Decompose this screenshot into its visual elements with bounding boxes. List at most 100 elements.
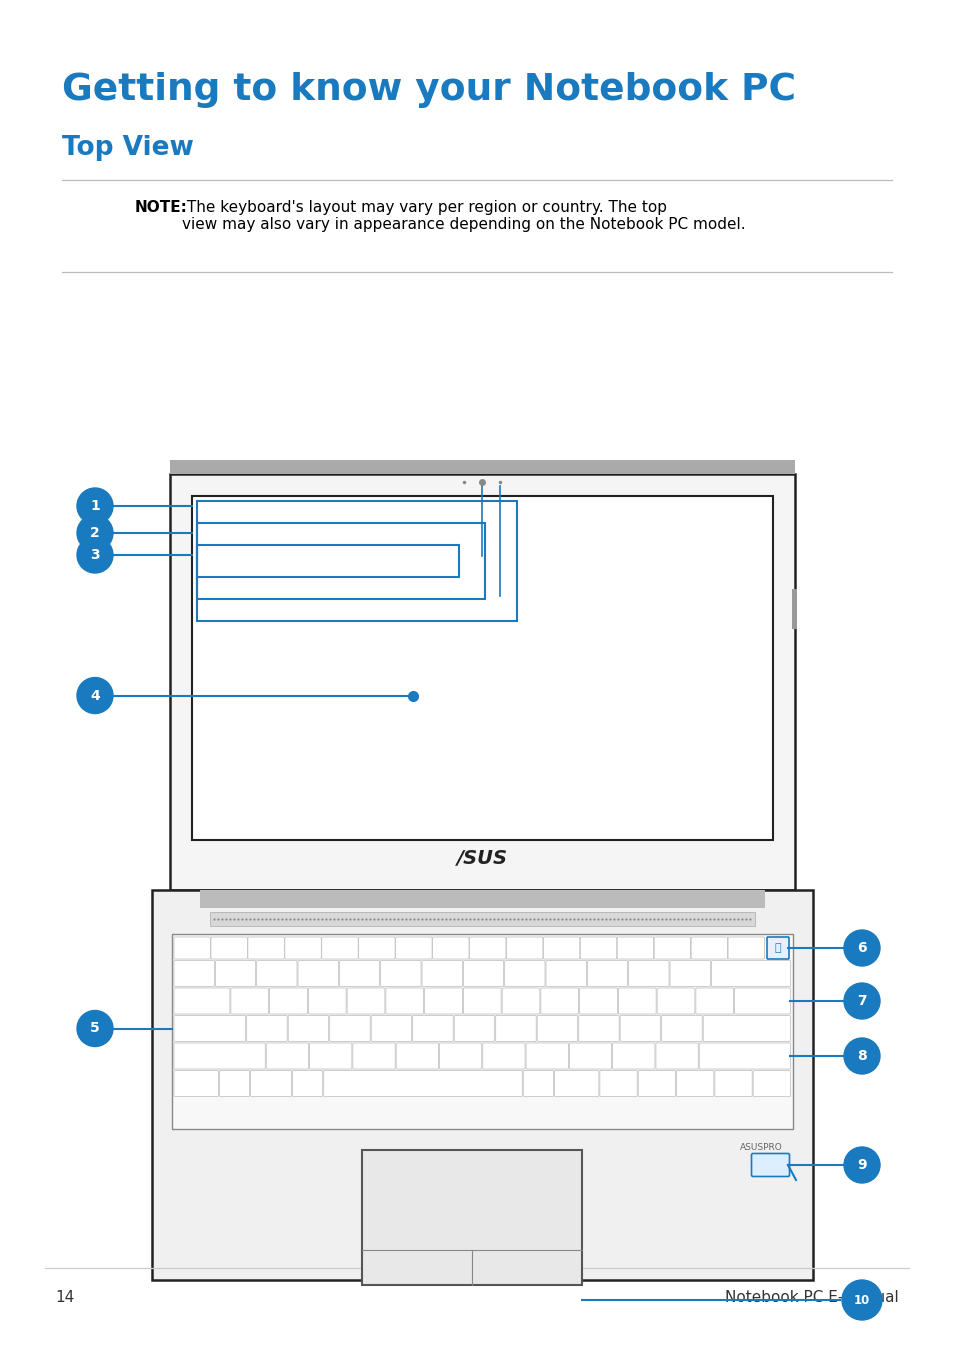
FancyBboxPatch shape — [424, 989, 462, 1014]
Text: Top View: Top View — [62, 134, 193, 161]
FancyBboxPatch shape — [432, 937, 469, 959]
FancyBboxPatch shape — [661, 1015, 701, 1041]
FancyBboxPatch shape — [454, 1015, 495, 1041]
FancyBboxPatch shape — [173, 1071, 218, 1096]
FancyBboxPatch shape — [463, 989, 500, 1014]
Circle shape — [77, 488, 112, 525]
FancyBboxPatch shape — [714, 1071, 751, 1096]
FancyBboxPatch shape — [638, 1071, 675, 1096]
FancyBboxPatch shape — [358, 937, 395, 959]
Circle shape — [843, 929, 879, 966]
FancyBboxPatch shape — [170, 473, 794, 890]
FancyBboxPatch shape — [618, 989, 656, 1014]
Text: 8: 8 — [856, 1049, 866, 1063]
Text: 4: 4 — [90, 689, 100, 702]
Text: NOTE:: NOTE: — [135, 200, 188, 215]
FancyBboxPatch shape — [537, 1015, 578, 1041]
FancyBboxPatch shape — [695, 989, 733, 1014]
Bar — [192, 496, 772, 841]
FancyBboxPatch shape — [395, 1042, 438, 1069]
FancyBboxPatch shape — [248, 937, 284, 959]
FancyBboxPatch shape — [211, 937, 247, 959]
FancyBboxPatch shape — [504, 960, 544, 986]
FancyBboxPatch shape — [699, 1042, 790, 1069]
FancyBboxPatch shape — [170, 460, 794, 473]
Text: The keyboard's layout may vary per region or country. The top
view may also vary: The keyboard's layout may vary per regio… — [182, 200, 745, 233]
FancyBboxPatch shape — [309, 1042, 352, 1069]
Text: 6: 6 — [857, 941, 866, 955]
Circle shape — [77, 537, 112, 573]
FancyBboxPatch shape — [506, 937, 542, 959]
FancyBboxPatch shape — [288, 1015, 329, 1041]
FancyBboxPatch shape — [285, 937, 321, 959]
FancyBboxPatch shape — [543, 937, 579, 959]
Text: Getting to know your Notebook PC: Getting to know your Notebook PC — [62, 73, 795, 108]
FancyBboxPatch shape — [463, 960, 503, 986]
FancyBboxPatch shape — [173, 960, 214, 986]
FancyBboxPatch shape — [657, 989, 694, 1014]
FancyBboxPatch shape — [323, 1071, 521, 1096]
Text: ∕SUS: ∕SUS — [456, 849, 507, 868]
FancyBboxPatch shape — [669, 960, 710, 986]
FancyBboxPatch shape — [612, 1042, 655, 1069]
FancyBboxPatch shape — [231, 989, 269, 1014]
Text: 2: 2 — [90, 526, 100, 539]
FancyBboxPatch shape — [579, 937, 616, 959]
FancyBboxPatch shape — [676, 1071, 713, 1096]
FancyBboxPatch shape — [496, 1015, 536, 1041]
FancyBboxPatch shape — [579, 989, 617, 1014]
FancyBboxPatch shape — [219, 1071, 250, 1096]
FancyBboxPatch shape — [525, 1042, 568, 1069]
Bar — [196, 500, 516, 621]
FancyBboxPatch shape — [439, 1042, 481, 1069]
FancyBboxPatch shape — [330, 1015, 370, 1041]
Circle shape — [843, 1038, 879, 1075]
FancyBboxPatch shape — [173, 1042, 265, 1069]
Circle shape — [77, 1010, 112, 1046]
FancyBboxPatch shape — [711, 960, 790, 986]
Bar — [791, 589, 796, 629]
Circle shape — [843, 1147, 879, 1184]
FancyBboxPatch shape — [173, 1015, 246, 1041]
FancyBboxPatch shape — [371, 1015, 412, 1041]
Bar — [172, 933, 792, 1128]
Circle shape — [77, 678, 112, 713]
FancyBboxPatch shape — [395, 937, 432, 959]
FancyBboxPatch shape — [266, 1042, 308, 1069]
FancyBboxPatch shape — [152, 890, 812, 1280]
FancyBboxPatch shape — [766, 937, 788, 959]
FancyBboxPatch shape — [270, 989, 307, 1014]
FancyBboxPatch shape — [702, 1015, 790, 1041]
FancyBboxPatch shape — [654, 937, 690, 959]
FancyBboxPatch shape — [578, 1015, 618, 1041]
FancyBboxPatch shape — [380, 960, 420, 986]
FancyBboxPatch shape — [421, 960, 462, 986]
FancyBboxPatch shape — [362, 1150, 582, 1284]
FancyBboxPatch shape — [569, 1042, 611, 1069]
FancyBboxPatch shape — [297, 960, 338, 986]
Circle shape — [843, 983, 879, 1020]
Text: Notebook PC E-Manual: Notebook PC E-Manual — [724, 1290, 898, 1305]
FancyBboxPatch shape — [385, 989, 423, 1014]
Circle shape — [841, 1280, 882, 1319]
FancyBboxPatch shape — [599, 1071, 637, 1096]
FancyBboxPatch shape — [251, 1071, 292, 1096]
Text: 3: 3 — [91, 547, 100, 562]
FancyBboxPatch shape — [347, 989, 384, 1014]
FancyBboxPatch shape — [734, 989, 790, 1014]
Bar — [196, 523, 484, 600]
FancyBboxPatch shape — [587, 960, 627, 986]
FancyBboxPatch shape — [247, 1015, 287, 1041]
FancyBboxPatch shape — [752, 1071, 790, 1096]
FancyBboxPatch shape — [215, 960, 255, 986]
FancyBboxPatch shape — [619, 1015, 660, 1041]
FancyBboxPatch shape — [545, 960, 586, 986]
FancyBboxPatch shape — [554, 1071, 598, 1096]
FancyBboxPatch shape — [173, 989, 230, 1014]
FancyBboxPatch shape — [727, 937, 763, 959]
FancyBboxPatch shape — [617, 937, 653, 959]
Text: 1: 1 — [90, 499, 100, 512]
FancyBboxPatch shape — [308, 989, 346, 1014]
FancyBboxPatch shape — [690, 937, 727, 959]
Text: 14: 14 — [55, 1290, 74, 1305]
